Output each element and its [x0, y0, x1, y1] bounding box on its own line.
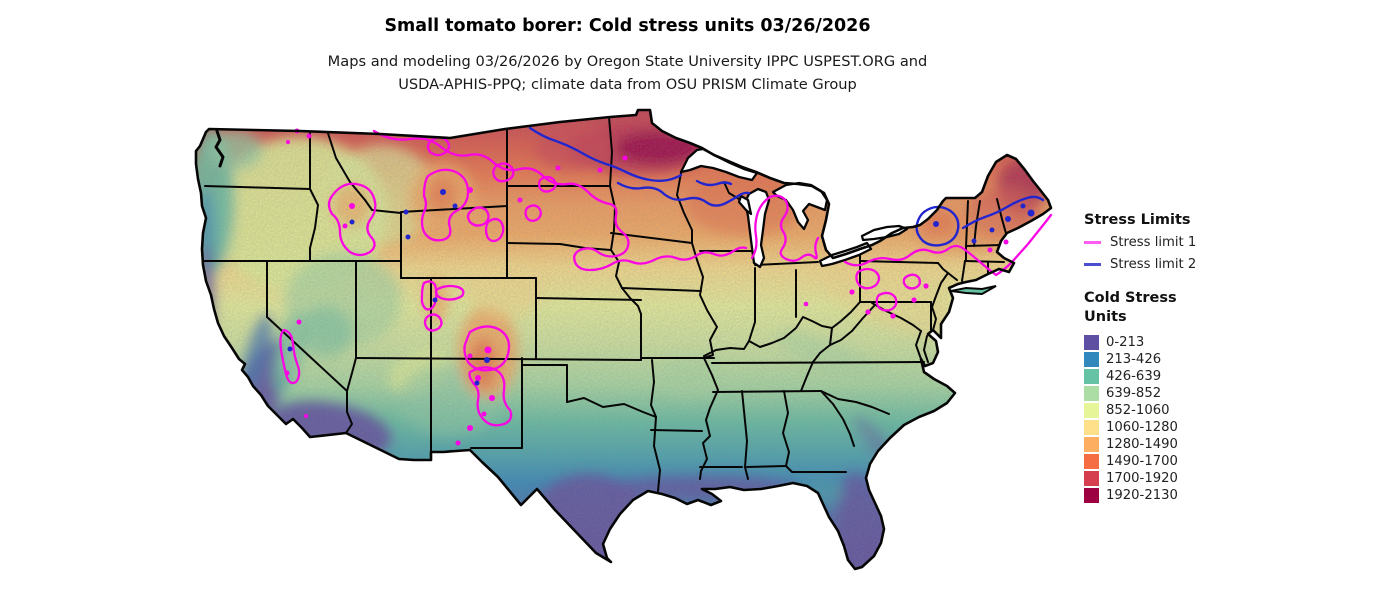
legend-item-stress-limit-1: Stress limit 1 — [1084, 235, 1304, 250]
stress-limits-header: Stress Limits — [1084, 212, 1191, 228]
legend-class-row: 213-426 — [1084, 351, 1304, 368]
class-swatch — [1084, 335, 1099, 350]
legend-class-row: 1280-1490 — [1084, 436, 1304, 453]
stress-limit-2-dots — [287, 189, 1035, 386]
cold-stress-units-header: Cold Stress Units — [1084, 290, 1177, 325]
stress-limit-1-dots — [284, 128, 1009, 446]
subtitle-line-1: Maps and modeling 03/26/2026 by Oregon S… — [327, 53, 928, 70]
lake-michigan — [743, 187, 771, 269]
cold-stress-classes: 0-213 213-426 426-639 639-852 852-1060 1… — [1084, 334, 1304, 504]
stress-limit-1-contours — [279, 128, 1053, 446]
class-swatch — [1084, 454, 1099, 469]
legend: Stress Limits Stress limit 1 Stress limi… — [1084, 212, 1304, 504]
class-swatch — [1084, 488, 1099, 503]
class-swatch — [1084, 403, 1099, 418]
legend-class-row: 1060-1280 — [1084, 419, 1304, 436]
class-swatch — [1084, 420, 1099, 435]
stress-limit-2-line-swatch — [1084, 263, 1101, 266]
legend-class-row: 1490-1700 — [1084, 453, 1304, 470]
class-swatch — [1084, 386, 1099, 401]
class-swatch — [1084, 471, 1099, 486]
lake-ontario — [860, 224, 909, 242]
class-swatch — [1084, 437, 1099, 452]
legend-class-row: 639-852 — [1084, 385, 1304, 402]
page-title: Small tomato borer: Cold stress units 03… — [384, 16, 871, 36]
stress-limit-2-contours — [287, 126, 1045, 386]
legend-class-row: 852-1060 — [1084, 402, 1304, 419]
class-swatch — [1084, 369, 1099, 384]
long-island — [950, 285, 997, 296]
map-header: Small tomato borer: Cold stress units 03… — [155, 16, 1100, 96]
legend-class-row: 1700-1920 — [1084, 470, 1304, 487]
legend-item-stress-limit-2: Stress limit 2 — [1084, 257, 1304, 272]
stress-limit-1-line-swatch — [1084, 241, 1101, 244]
legend-class-row: 1920-2130 — [1084, 487, 1304, 504]
state-borders — [203, 116, 1008, 492]
subtitle-line-2: USDA-APHIS-PPQ; climate data from OSU PR… — [398, 76, 857, 93]
legend-class-row: 426-639 — [1084, 368, 1304, 385]
legend-class-row: 0-213 — [1084, 334, 1304, 351]
green-bay — [737, 194, 753, 216]
class-swatch — [1084, 352, 1099, 367]
